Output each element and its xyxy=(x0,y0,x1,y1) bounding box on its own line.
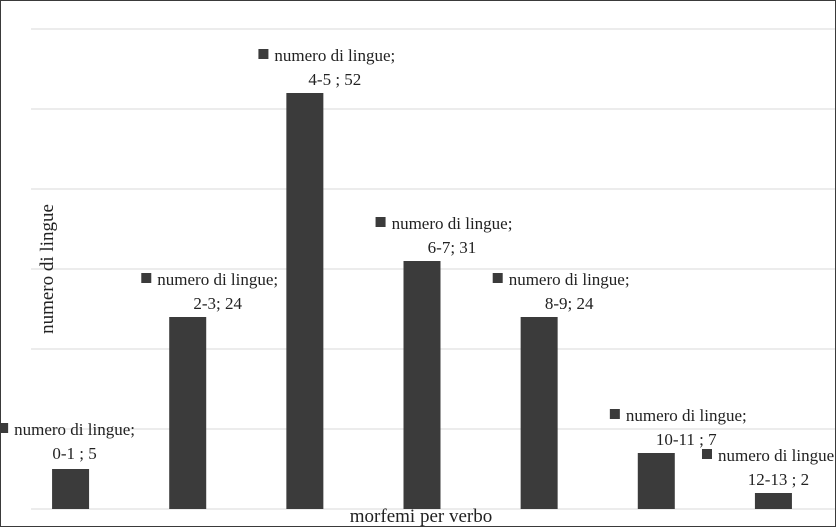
x-axis-title: morfemi per verbo xyxy=(350,506,492,526)
data-label: numero di lingue; 12-13 ; 2 xyxy=(701,446,836,489)
data-label-series: numero di lingue; xyxy=(718,446,835,465)
data-label: numero di lingue; 8-9; 24 xyxy=(492,270,630,313)
bar-0-1 xyxy=(52,469,90,509)
legend-key-marker xyxy=(701,449,712,459)
data-label: numero di lingue; 2-3; 24 xyxy=(141,270,278,313)
bar-8-9 xyxy=(520,317,558,509)
legend-key-marker xyxy=(141,273,152,283)
data-label-value: 12-13 ; 2 xyxy=(748,470,809,489)
bars xyxy=(52,93,792,509)
legend-key-marker xyxy=(258,49,269,59)
data-label: numero di lingue; 6-7; 31 xyxy=(375,214,513,257)
data-label-value: 10-11 ; 7 xyxy=(656,430,717,449)
data-label-series: numero di lingue; xyxy=(157,270,278,289)
data-label: numero di lingue; 10-11 ; 7 xyxy=(609,406,747,449)
legend-key-marker xyxy=(375,217,386,227)
bar-10-11 xyxy=(637,453,675,509)
y-axis-title: numero di lingue xyxy=(37,204,58,334)
bar-12-13 xyxy=(754,493,792,509)
bar-4-5 xyxy=(286,93,324,509)
data-label-series: numero di lingue; xyxy=(274,46,395,65)
legend-key-marker xyxy=(609,409,620,419)
bar-2-3 xyxy=(169,317,207,509)
data-label: numero di lingue; 0-1 ; 5 xyxy=(0,420,135,463)
data-label: numero di lingue; 4-5 ; 52 xyxy=(258,46,395,89)
data-label-series: numero di lingue; xyxy=(14,420,135,439)
legend-key-marker xyxy=(0,423,9,433)
data-label-value: 0-1 ; 5 xyxy=(52,444,96,463)
data-label-value: 2-3; 24 xyxy=(193,294,242,313)
data-label-value: 4-5 ; 52 xyxy=(308,70,361,89)
data-label-series: numero di lingue; xyxy=(509,270,630,289)
bar-6-7 xyxy=(403,261,441,509)
data-label-value: 6-7; 31 xyxy=(428,238,477,257)
data-label-series: numero di lingue; xyxy=(392,214,513,233)
data-label-value: 8-9; 24 xyxy=(545,294,594,313)
data-label-series: numero di lingue; xyxy=(626,406,747,425)
legend-key-marker xyxy=(492,273,503,283)
